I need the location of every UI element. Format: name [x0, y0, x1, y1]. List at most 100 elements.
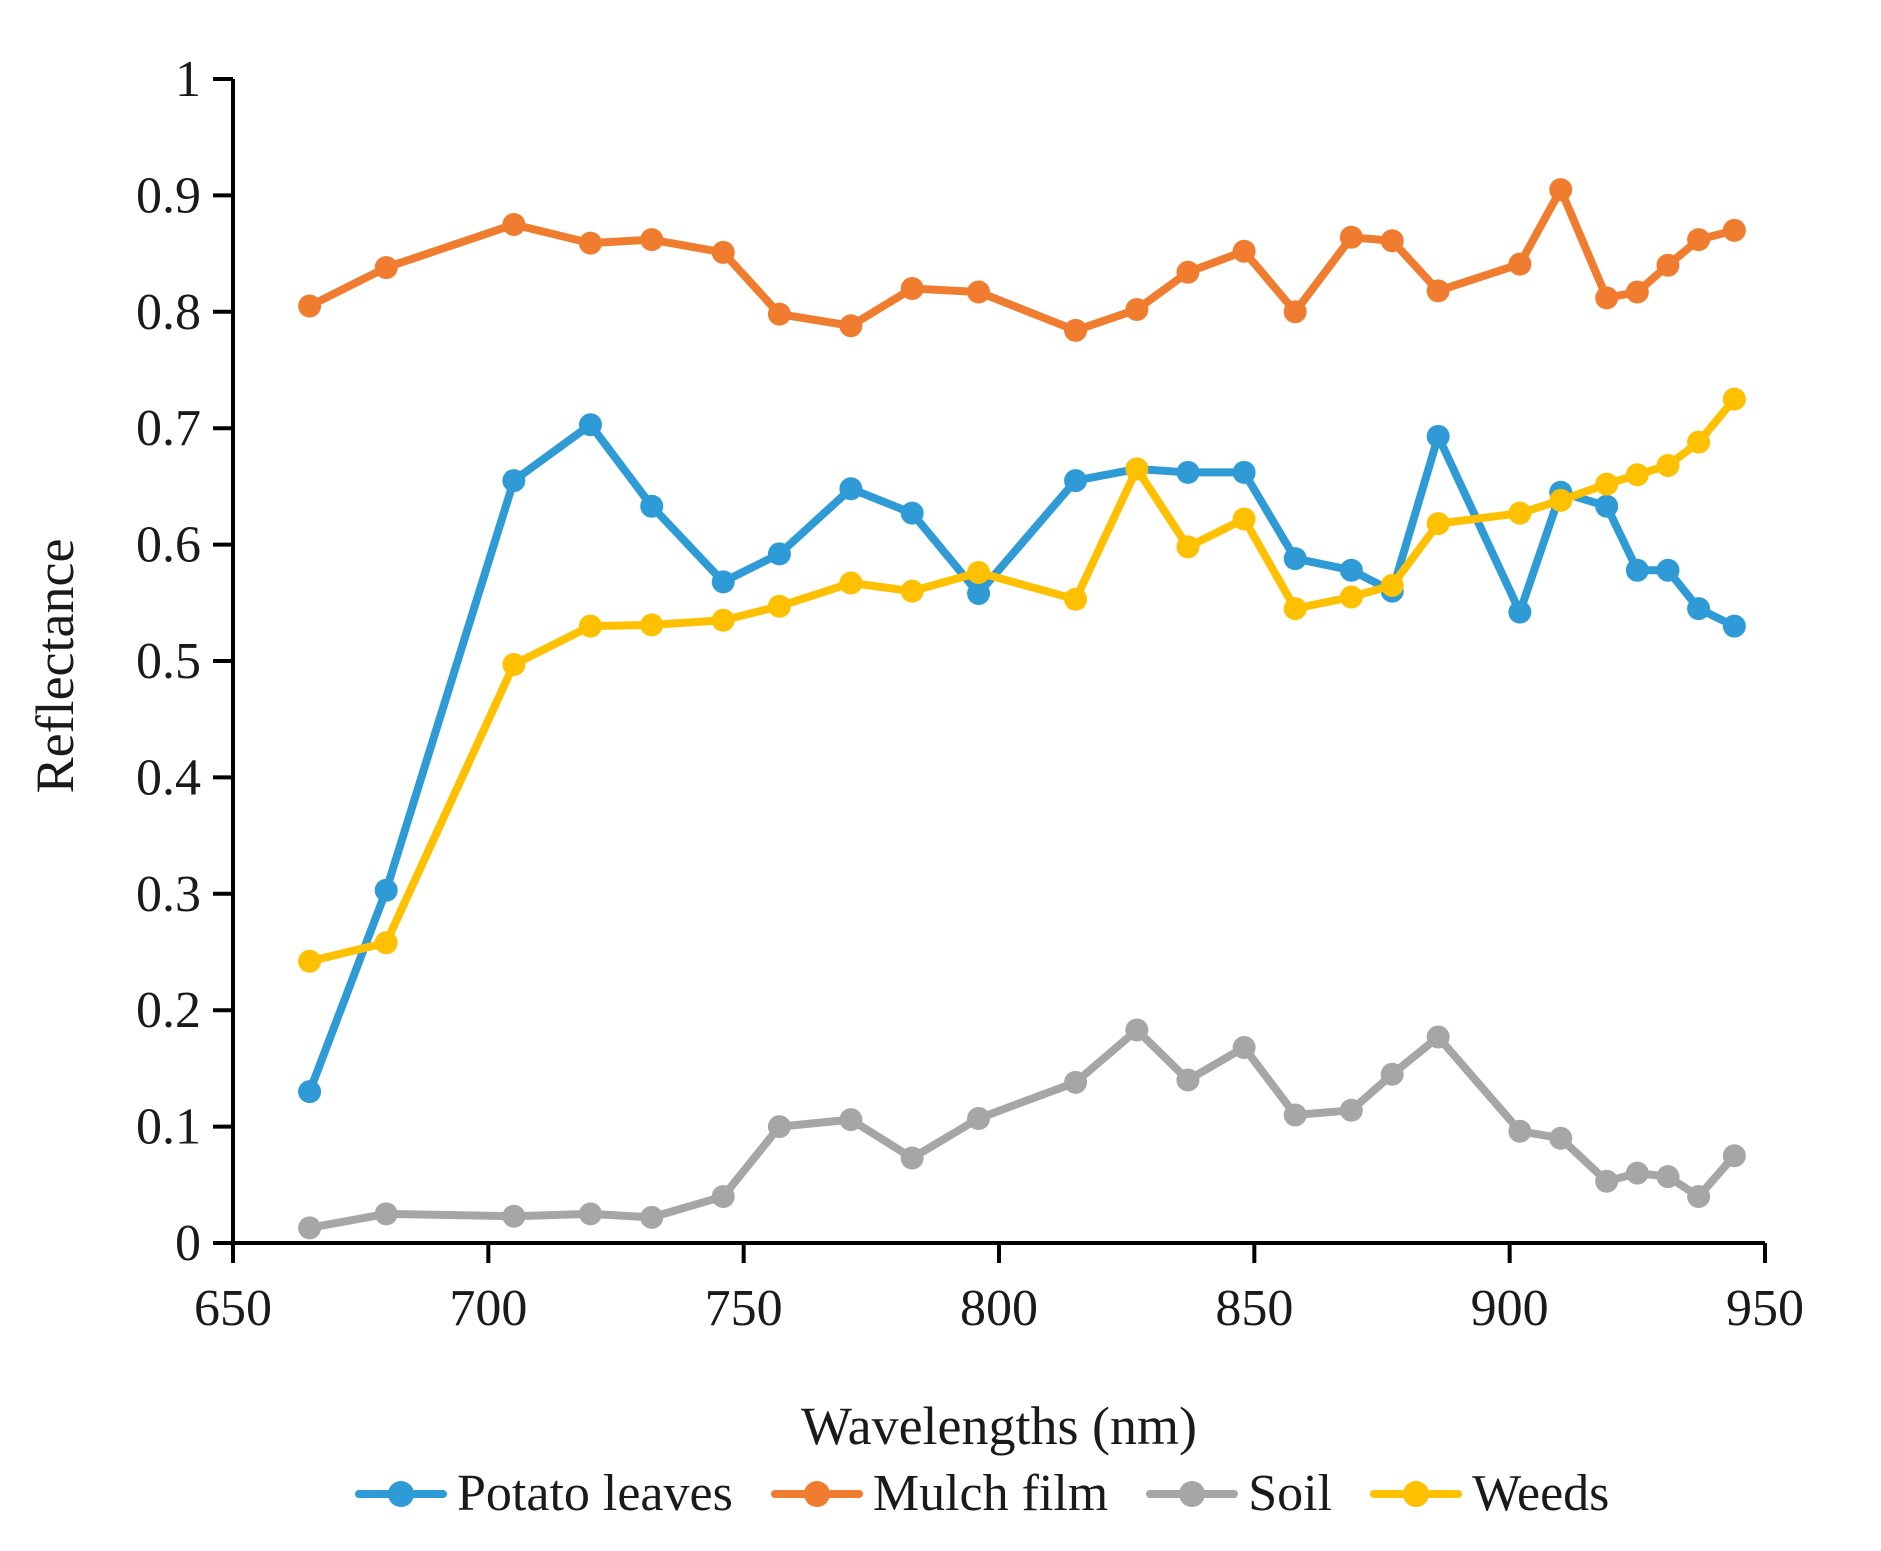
y-tick-label: 0.2 [136, 982, 201, 1039]
series-point-potato-leaves [1595, 494, 1619, 518]
series-point-weeds [767, 594, 791, 618]
series-point-mulch-film [1687, 228, 1711, 252]
series-point-potato-leaves [900, 501, 924, 525]
y-tick-label: 0.6 [136, 517, 201, 574]
y-tick-label: 0.9 [136, 167, 201, 224]
legend-item-potato-leaves: Potato leaves [355, 1468, 733, 1520]
series-point-weeds [1064, 587, 1088, 611]
series-point-weeds [298, 949, 322, 973]
series-point-soil [578, 1202, 602, 1226]
series-point-mulch-film [1176, 260, 1200, 284]
series-point-potato-leaves [1722, 614, 1746, 638]
series-point-mulch-film [1722, 218, 1746, 242]
series-point-potato-leaves [1426, 424, 1450, 448]
series-point-soil [1722, 1144, 1746, 1168]
legend-marker-icon-weeds [1370, 1479, 1463, 1509]
series-point-weeds [1625, 463, 1649, 487]
series-point-potato-leaves [839, 477, 863, 501]
series-point-mulch-film [1625, 280, 1649, 304]
series-point-soil [1283, 1103, 1307, 1127]
legend-item-mulch-film: Mulch film [770, 1465, 1109, 1522]
y-tick-label: 0.7 [136, 400, 201, 457]
y-tick-label: 0 [175, 1215, 201, 1272]
y-tick-label: 0.1 [136, 1099, 201, 1156]
series-point-weeds [1232, 507, 1256, 531]
y-tick-label: 1 [175, 51, 201, 108]
series-point-weeds [711, 608, 735, 632]
series-point-mulch-film [1064, 318, 1088, 342]
legend-label-soil: Soil [1248, 1465, 1333, 1522]
series-point-potato-leaves [640, 494, 664, 518]
series-point-weeds [1656, 453, 1680, 477]
series-point-mulch-film [967, 280, 991, 304]
series-point-weeds [1339, 585, 1363, 609]
series-point-mulch-film [1595, 286, 1619, 310]
series-point-potato-leaves [767, 542, 791, 566]
series-point-potato-leaves [1339, 558, 1363, 582]
series-point-weeds [374, 931, 398, 955]
series-point-soil [1125, 1018, 1149, 1042]
series-point-soil [839, 1108, 863, 1132]
series-point-mulch-film [1508, 252, 1532, 276]
series-point-mulch-film [767, 302, 791, 326]
series-point-weeds [502, 652, 526, 676]
series-point-weeds [967, 561, 991, 585]
series-point-potato-leaves [1283, 547, 1307, 571]
series-point-mulch-film [1339, 225, 1363, 249]
series-point-soil [1426, 1025, 1450, 1049]
x-tick-label: 800 [960, 1280, 1038, 1337]
series-point-soil [502, 1204, 526, 1228]
series-point-potato-leaves [1232, 460, 1256, 484]
series-point-soil [1687, 1184, 1711, 1208]
series-point-mulch-film [1283, 300, 1307, 324]
series-point-soil [967, 1106, 991, 1130]
legend-label-weeds: Weeds [1472, 1465, 1610, 1522]
legend-item-weeds: Weeds [1370, 1468, 1609, 1520]
legend-label-potato-leaves: Potato leaves [457, 1465, 733, 1522]
series-point-mulch-film [298, 294, 322, 318]
series-point-mulch-film [1125, 297, 1149, 321]
series-point-potato-leaves [711, 570, 735, 594]
series-point-soil [1625, 1161, 1649, 1185]
series-point-soil [711, 1184, 735, 1208]
series-point-mulch-film [578, 231, 602, 255]
series-point-potato-leaves [1508, 600, 1532, 624]
series-point-soil [1339, 1098, 1363, 1122]
series-point-mulch-film [502, 213, 526, 236]
legend-item-soil: Soil [1146, 1468, 1332, 1520]
series-point-mulch-film [900, 277, 924, 301]
series-point-soil [1595, 1169, 1619, 1193]
series-point-soil [1176, 1068, 1200, 1092]
series-point-weeds [1283, 597, 1307, 621]
series-point-potato-leaves [578, 413, 602, 437]
series-point-soil [1549, 1126, 1573, 1150]
series-point-potato-leaves [502, 469, 526, 493]
series-point-mulch-film [711, 240, 735, 264]
series-point-potato-leaves [967, 581, 991, 605]
x-axis-title: Wavelengths (nm) [800, 1396, 1198, 1456]
series-point-soil [900, 1146, 924, 1170]
series-point-potato-leaves [1064, 469, 1088, 493]
series-point-mulch-film [1656, 253, 1680, 277]
y-tick-label: 0.4 [136, 749, 201, 806]
series-point-soil [1380, 1062, 1404, 1086]
series-point-soil [374, 1202, 398, 1226]
x-tick-label: 700 [449, 1280, 527, 1337]
series-point-mulch-film [1380, 229, 1404, 253]
series-point-weeds [1508, 501, 1532, 525]
series-point-mulch-film [839, 314, 863, 338]
series-point-weeds [1426, 512, 1450, 536]
series-point-weeds [1380, 573, 1404, 597]
series-point-potato-leaves [1687, 597, 1711, 621]
series-point-weeds [1176, 535, 1200, 559]
x-tick-label: 950 [1726, 1280, 1804, 1337]
series-point-weeds [1722, 387, 1746, 411]
series-point-potato-leaves [1625, 558, 1649, 582]
legend-marker-icon-mulch-film [770, 1479, 863, 1509]
series-point-weeds [1687, 430, 1711, 454]
y-tick-label: 0.3 [136, 866, 201, 923]
series-point-mulch-film [374, 256, 398, 280]
series-point-weeds [578, 614, 602, 638]
legend-label-mulch-film: Mulch film [872, 1465, 1109, 1522]
